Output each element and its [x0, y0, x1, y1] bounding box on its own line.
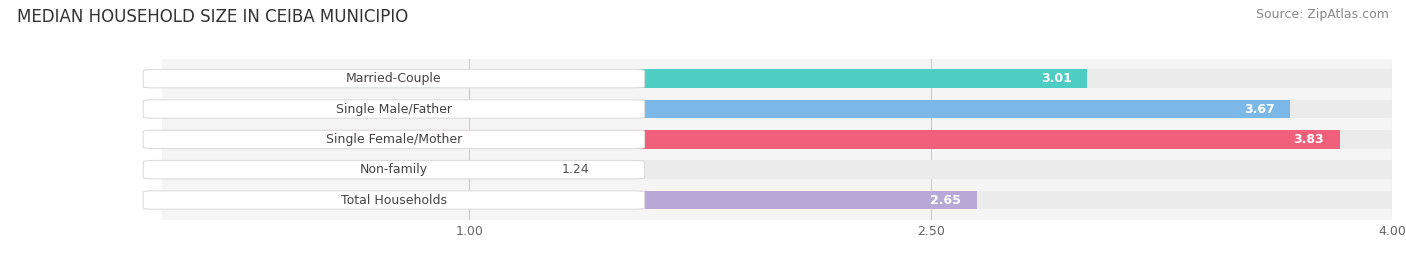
- Text: MEDIAN HOUSEHOLD SIZE IN CEIBA MUNICIPIO: MEDIAN HOUSEHOLD SIZE IN CEIBA MUNICIPIO: [17, 8, 408, 26]
- Bar: [162, 160, 1392, 179]
- Bar: [162, 130, 1340, 149]
- Bar: [162, 160, 543, 179]
- Text: Single Female/Mother: Single Female/Mother: [326, 133, 463, 146]
- Text: 3.67: 3.67: [1244, 103, 1275, 116]
- Text: Total Households: Total Households: [340, 193, 447, 207]
- Text: Single Male/Father: Single Male/Father: [336, 103, 451, 116]
- FancyBboxPatch shape: [143, 161, 644, 179]
- Text: Non-family: Non-family: [360, 163, 427, 176]
- FancyBboxPatch shape: [143, 69, 644, 88]
- Bar: [162, 100, 1291, 118]
- Text: 2.65: 2.65: [931, 193, 962, 207]
- Bar: [162, 69, 1392, 88]
- FancyBboxPatch shape: [143, 100, 644, 118]
- Text: 3.83: 3.83: [1294, 133, 1324, 146]
- Bar: [162, 191, 1392, 210]
- Text: 1.24: 1.24: [561, 163, 589, 176]
- Bar: [162, 100, 1392, 118]
- FancyBboxPatch shape: [143, 130, 644, 148]
- Text: 3.01: 3.01: [1042, 72, 1073, 85]
- FancyBboxPatch shape: [143, 191, 644, 209]
- Bar: [162, 191, 977, 210]
- Text: Source: ZipAtlas.com: Source: ZipAtlas.com: [1256, 8, 1389, 21]
- Bar: [162, 130, 1392, 149]
- Text: Married-Couple: Married-Couple: [346, 72, 441, 85]
- Bar: [162, 69, 1087, 88]
